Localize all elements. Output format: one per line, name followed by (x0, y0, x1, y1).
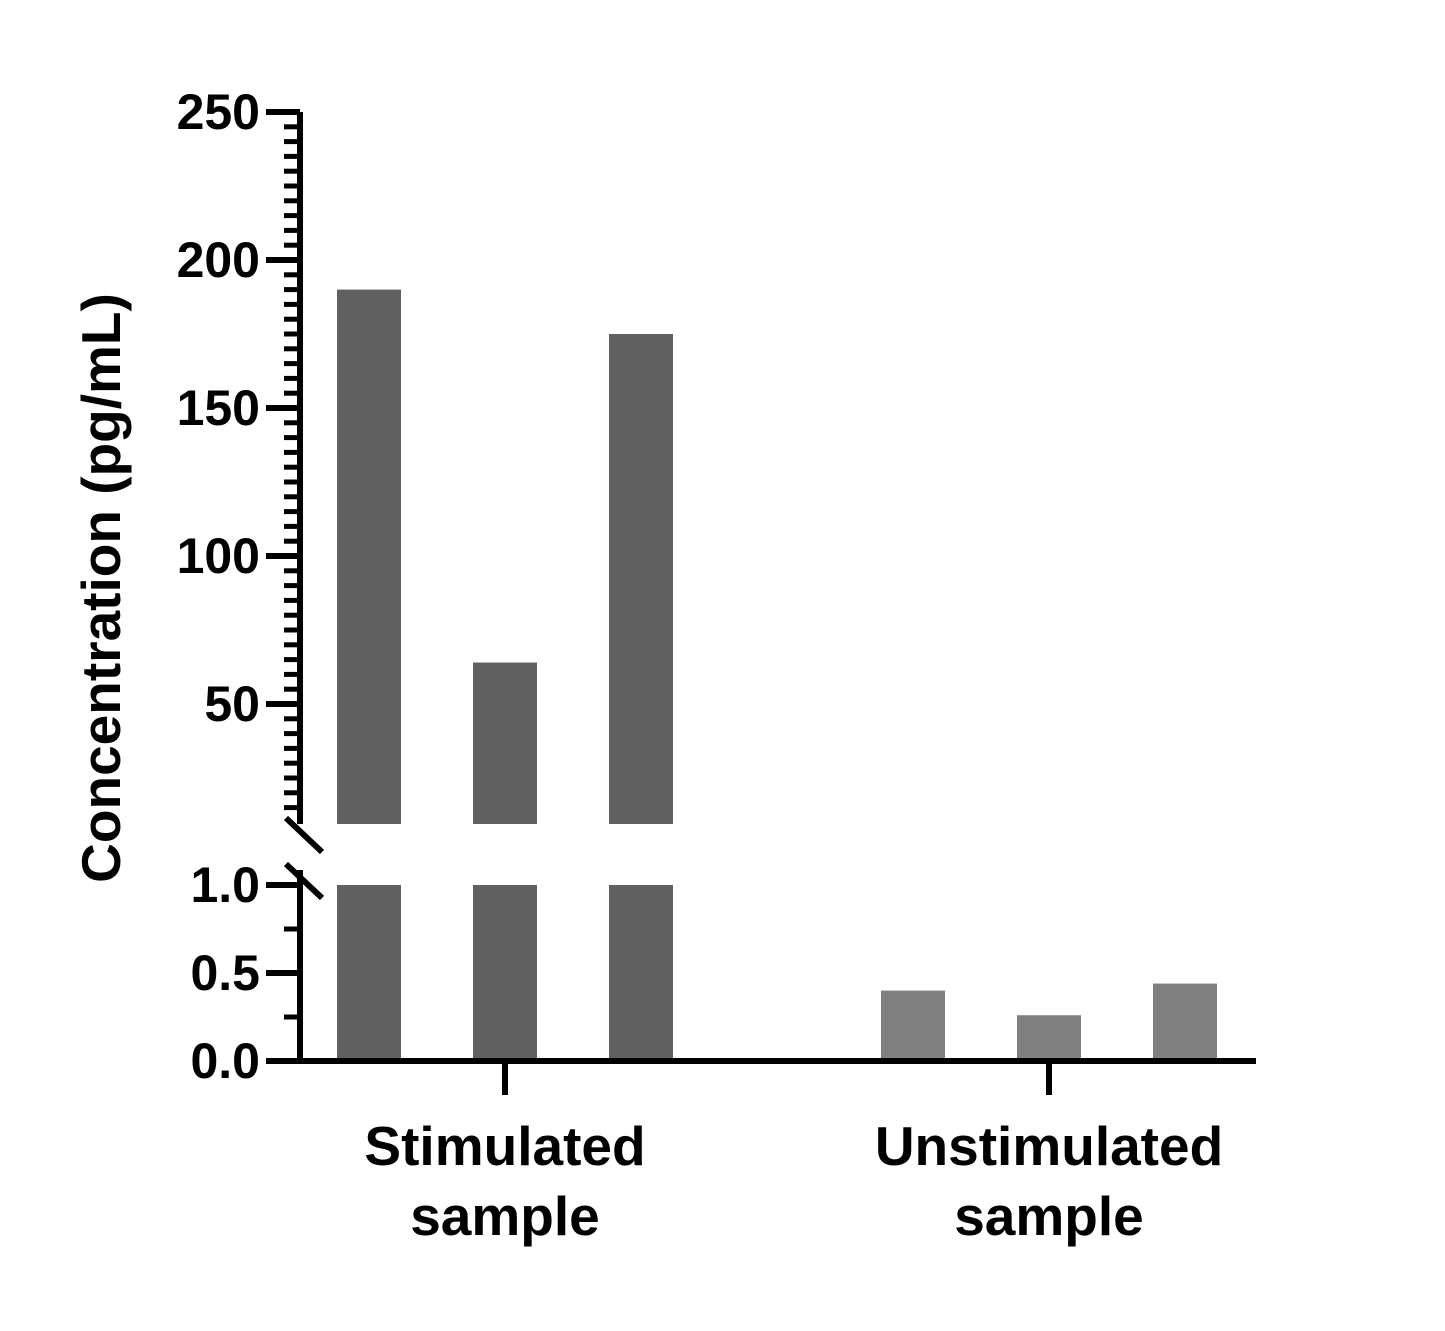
bar-lower-segment (473, 885, 537, 1061)
axis-break-mark (283, 861, 325, 901)
bar-lower-segment (609, 885, 673, 1061)
bar-upper-segment (609, 334, 673, 824)
y-tick-label: 250 (177, 84, 260, 140)
y-tick-label: 200 (177, 232, 260, 288)
bar-upper-segment (473, 662, 537, 824)
y-tick-label: 50 (204, 676, 260, 732)
x-category-label: sample (954, 1185, 1144, 1247)
y-tick-label: 150 (177, 380, 260, 436)
x-category-label: sample (410, 1185, 600, 1247)
y-tick-label: 0.5 (190, 945, 260, 1001)
bars-layer (337, 289, 1217, 1061)
axes-layer (266, 109, 1256, 1095)
bar (1153, 983, 1217, 1061)
labels-layer: 50 100 150 200 250 0.0 0.5 1.0 Concentration (pg… (70, 84, 1223, 1247)
y-tick-label: 0.0 (190, 1033, 260, 1089)
bar-lower-segment (337, 885, 401, 1061)
y-tick-label: 1.0 (190, 857, 260, 913)
axis-break-mark (283, 815, 325, 855)
x-category-label: Unstimulated (875, 1115, 1223, 1177)
y-axis-title: Concentration (pg/mL) (70, 293, 132, 883)
bar-upper-segment (337, 289, 401, 825)
bar (1017, 1015, 1081, 1061)
bar (881, 990, 945, 1061)
x-category-label: Stimulated (364, 1115, 645, 1177)
y-tick-label: 100 (177, 528, 260, 584)
